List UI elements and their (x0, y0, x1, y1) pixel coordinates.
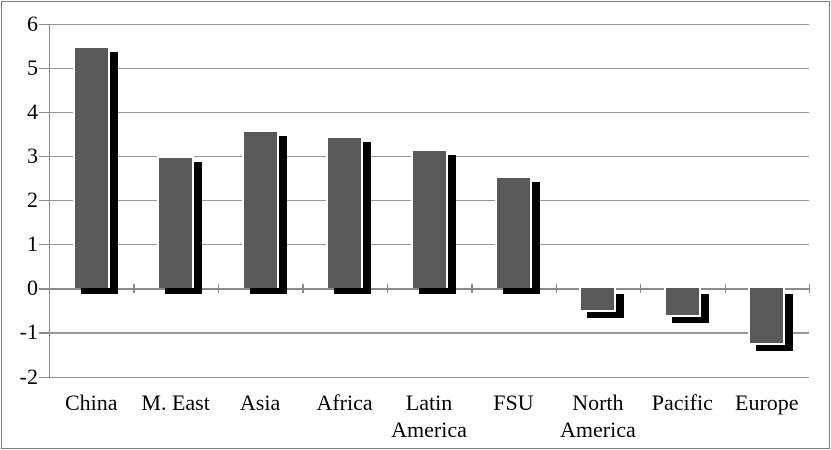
y-axis-tick (39, 23, 49, 25)
bar-fsu (494, 175, 532, 289)
y-axis-label: 6 (27, 10, 38, 36)
y-axis-label: 0 (27, 275, 38, 301)
x-axis-label-pacific: Pacific (651, 390, 713, 415)
x-axis-label-europe: Europe (735, 390, 799, 415)
x-axis-tick (809, 284, 811, 294)
x-axis-label-m-east: M. East (141, 390, 210, 415)
y-axis-tick (39, 288, 49, 290)
bar-pacific (663, 288, 701, 317)
y-axis-tick (39, 155, 49, 158)
y-axis-label: 2 (27, 187, 38, 212)
x-axis-tick (724, 284, 726, 294)
y-axis-tick (39, 200, 49, 202)
gridline (49, 67, 809, 69)
y-axis-line (49, 23, 51, 378)
gridline (49, 332, 809, 334)
y-axis-label: -1 (19, 319, 38, 345)
y-axis-label: 1 (27, 231, 38, 257)
gridline (49, 376, 809, 378)
x-axis-label-asia: Asia (239, 390, 281, 415)
y-axis-tick (39, 67, 49, 69)
y-axis-label: 5 (27, 54, 38, 80)
y-axis-label: -2 (19, 363, 38, 389)
bar-latin-america (410, 149, 448, 289)
bar-china (72, 45, 110, 289)
y-axis-tick (39, 111, 49, 114)
bar-m-east (157, 156, 195, 289)
gridline (49, 111, 809, 114)
x-axis-label-latin-america: Latin America (391, 390, 467, 442)
gridline (49, 23, 809, 25)
y-axis-tick (39, 244, 49, 246)
y-axis-label: 3 (27, 142, 38, 168)
bar-africa (326, 136, 364, 289)
x-axis-label-africa: Africa (316, 390, 373, 415)
x-axis-tick (302, 284, 304, 294)
x-axis-tick (133, 284, 135, 294)
x-axis-tick (217, 284, 220, 294)
x-axis-label-china: China (64, 390, 118, 415)
bar-europe (748, 288, 786, 346)
x-axis-label-fsu: FSU (493, 390, 534, 415)
y-axis-label: 4 (27, 98, 38, 124)
zero-line (49, 288, 809, 290)
x-axis-tick (386, 284, 389, 294)
x-axis-tick (640, 284, 642, 294)
x-axis-tick (49, 284, 51, 294)
y-axis-tick (39, 332, 49, 334)
x-axis-label-north-america: North America (560, 390, 636, 442)
x-axis-tick (471, 284, 473, 294)
bar-asia (241, 129, 279, 289)
y-axis-tick (39, 376, 49, 378)
bar-north-america (579, 288, 617, 313)
x-axis-tick (555, 284, 557, 294)
